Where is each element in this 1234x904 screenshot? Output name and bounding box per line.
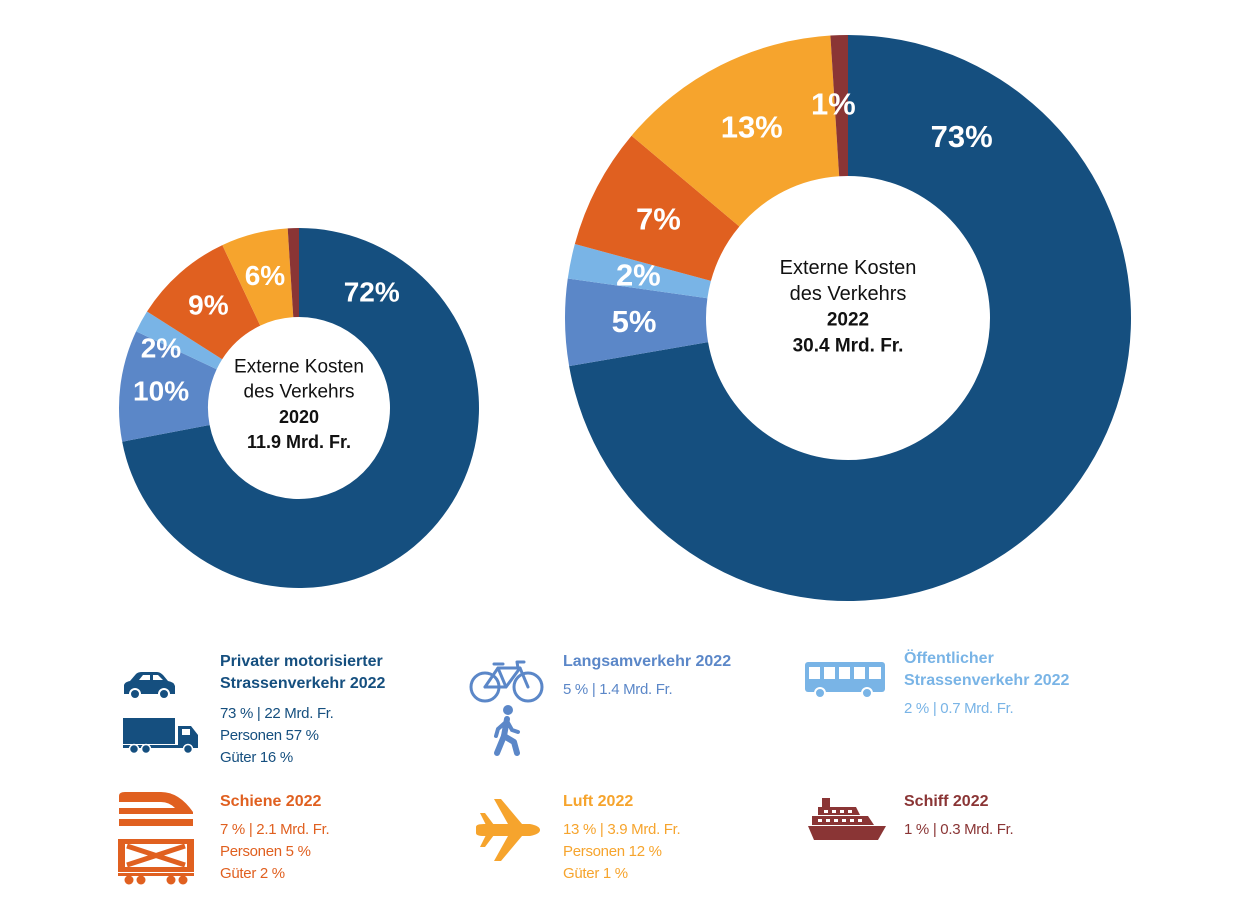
donut-slice-rail bbox=[574, 135, 740, 281]
legend-private-line-1: 73 % | 22 Mrd. Fr. bbox=[220, 705, 334, 722]
donut-slice-private bbox=[569, 35, 1131, 601]
center-text-line-4: 30.4 Mrd. Fr. bbox=[793, 336, 904, 357]
legend-public-road: Öffentlicher Strassenverkehr 2022 2 % | … bbox=[904, 648, 1069, 720]
donut-slice-public bbox=[567, 244, 711, 299]
legend-slow-line-1: 5 % | 1.4 Mrd. Fr. bbox=[563, 681, 673, 698]
legend-rail-line-1: 7 % | 2.1 Mrd. Fr. bbox=[220, 821, 330, 838]
freight-wagon-icon bbox=[118, 839, 194, 885]
slice-label-air: 6% bbox=[245, 260, 286, 291]
center-text-line-2: des Verkehrs bbox=[244, 382, 355, 403]
center-text-line-1: Externe Kosten bbox=[234, 357, 364, 378]
donut-slice-air bbox=[631, 35, 840, 227]
slice-label-air: 13% bbox=[721, 109, 783, 144]
legend-public-title-1: Öffentlicher bbox=[904, 650, 994, 667]
donut-charts: 72% 10% 2%9% 6% Externe Kosten des Verkehrs 20… bbox=[119, 35, 1131, 601]
donut-chart-2020: 72% 10% 2%9% 6% Externe Kosten des Verkehrs 20… bbox=[119, 228, 479, 589]
legend-rail-line-3: Güter 2 % bbox=[220, 865, 285, 882]
legend-private-title-1: Privater motorisierter bbox=[220, 653, 383, 670]
center-text-line-1: Externe Kosten bbox=[780, 257, 917, 279]
donut-slice-ship bbox=[287, 228, 299, 318]
slice-label-slow: 10% bbox=[133, 375, 189, 406]
legend-private-motorised: Privater motorisierter Strassenverkehr 2… bbox=[220, 651, 385, 769]
donut-slice-slow bbox=[565, 278, 709, 367]
donut-slice-ship bbox=[830, 35, 848, 177]
legend-slow-title: Langsamverkehr 2022 bbox=[563, 653, 732, 670]
donut-slice-public bbox=[136, 311, 223, 370]
ship-icon bbox=[808, 798, 886, 840]
legend-ship: Schiff 2022 1 % | 0.3 Mrd. Fr. bbox=[904, 791, 1014, 841]
train-icon bbox=[119, 792, 193, 826]
legend-rail-title: Schiene 2022 bbox=[220, 793, 322, 810]
slice-label-private: 73% bbox=[931, 119, 993, 154]
truck-icon bbox=[123, 718, 198, 755]
legend-public-line-1: 2 % | 0.7 Mrd. Fr. bbox=[904, 700, 1014, 717]
pedestrian-icon bbox=[494, 705, 520, 756]
legend-air: Luft 2022 13 % | 3.9 Mrd. Fr. Personen 1… bbox=[563, 791, 681, 885]
legend-rail: Schiene 2022 7 % | 2.1 Mrd. Fr. Personen… bbox=[220, 791, 330, 885]
bus-icon bbox=[805, 662, 885, 699]
legend-slow-traffic: Langsamverkehr 2022 5 % | 1.4 Mrd. Fr. bbox=[563, 651, 731, 701]
legend-private-title-2: Strassenverkehr 2022 bbox=[220, 675, 386, 692]
center-text-line-2: des Verkehrs bbox=[790, 283, 907, 305]
legend-ship-title: Schiff 2022 bbox=[904, 793, 989, 810]
slice-label-public: 2% bbox=[141, 332, 182, 363]
donut-slice-private bbox=[122, 228, 479, 589]
legend-ship-line-1: 1 % | 0.3 Mrd. Fr. bbox=[904, 821, 1014, 838]
legend-air-title: Luft 2022 bbox=[563, 793, 634, 810]
slice-label-rail: 7% bbox=[636, 201, 681, 236]
legend-air-line-2: Personen 12 % bbox=[563, 843, 662, 860]
donut-slice-slow bbox=[119, 331, 217, 442]
donut-slice-rail bbox=[147, 245, 261, 360]
slice-label-ship: 1% bbox=[811, 87, 856, 122]
legend-public-title-2: Strassenverkehr 2022 bbox=[904, 672, 1070, 689]
bicycle-icon bbox=[469, 660, 544, 703]
car-icon bbox=[124, 672, 175, 700]
donut-slice-air bbox=[222, 228, 294, 326]
legend-air-line-1: 13 % | 3.9 Mrd. Fr. bbox=[563, 821, 681, 838]
legend-private-line-2: Personen 57 % bbox=[220, 727, 319, 744]
legend-rail-line-2: Personen 5 % bbox=[220, 843, 311, 860]
slice-label-private: 72% bbox=[344, 276, 400, 307]
center-text-line-3: 2022 bbox=[827, 310, 869, 331]
legend-air-line-3: Güter 1 % bbox=[563, 865, 628, 882]
legend-private-line-3: Güter 16 % bbox=[220, 749, 293, 766]
airplane-icon bbox=[476, 799, 540, 861]
slice-label-rail: 9% bbox=[188, 290, 229, 321]
slice-label-slow: 5% bbox=[612, 304, 657, 339]
center-text-line-4: 11.9 Mrd. Fr. bbox=[247, 432, 351, 452]
center-text-line-3: 2020 bbox=[279, 407, 319, 427]
